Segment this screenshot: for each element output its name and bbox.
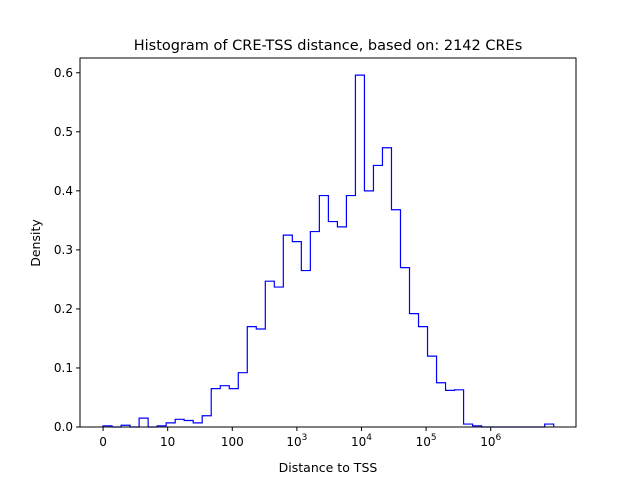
y-axis-ticks: 0.0 0.1 0.2 0.3 0.4 0.5 0.6	[54, 66, 80, 434]
histogram-bin	[274, 287, 283, 427]
x-tick-label: 0	[99, 435, 107, 449]
histogram-bin	[220, 386, 229, 427]
histogram-bin	[265, 281, 274, 427]
histogram-bin	[310, 232, 319, 427]
histogram-step-line	[102, 74, 555, 428]
x-tick-label: 105	[416, 433, 437, 449]
y-tick-label: 0.5	[54, 125, 73, 139]
histogram-bin	[455, 390, 464, 427]
histogram-bin	[319, 196, 328, 427]
histogram-bin	[301, 271, 310, 427]
histogram-bin	[202, 416, 211, 427]
histogram-bin	[211, 389, 220, 427]
x-tick-label: 100	[221, 435, 244, 449]
histogram-bin	[364, 191, 373, 427]
histogram-bin	[410, 314, 419, 427]
x-axis-ticks: 0 10 100 103 104 105 106	[99, 427, 501, 449]
y-axis-label: Density	[28, 219, 43, 267]
histogram-bin	[346, 196, 355, 427]
y-tick-label: 0.3	[54, 243, 73, 257]
histogram-bin	[419, 327, 428, 427]
histogram-bin	[238, 373, 247, 427]
x-tick-label: 104	[351, 433, 372, 449]
histogram-bin	[391, 210, 400, 427]
histogram-bin	[139, 418, 148, 427]
x-axis-label: Distance to TSS	[279, 460, 378, 475]
histogram-bin	[193, 423, 202, 427]
plot-area	[102, 74, 555, 428]
histogram-bin	[166, 423, 175, 427]
histogram-bin	[292, 242, 301, 427]
histogram-bin	[373, 165, 382, 427]
chart-title: Histogram of CRE-TSS distance, based on:…	[134, 38, 523, 54]
plot-frame	[79, 57, 577, 428]
y-tick-label: 0.6	[54, 66, 73, 80]
histogram-bin	[184, 421, 193, 427]
y-tick-label: 0.1	[54, 361, 73, 375]
x-tick-label: 103	[286, 433, 307, 449]
histogram-bin	[229, 389, 238, 427]
histogram-bin	[328, 222, 337, 427]
histogram-bin	[247, 327, 256, 427]
histogram-bin	[355, 75, 364, 427]
histogram-bin	[446, 390, 455, 427]
x-tick-label: 106	[480, 433, 501, 449]
y-tick-label: 0.0	[54, 420, 73, 434]
histogram-bin	[382, 148, 391, 427]
y-tick-label: 0.2	[54, 302, 73, 316]
histogram-bin	[283, 235, 292, 427]
histogram-bin	[175, 419, 184, 427]
y-tick-label: 0.4	[54, 184, 73, 198]
histogram-bin	[437, 383, 446, 427]
histogram-bin	[337, 227, 346, 427]
histogram-bin	[400, 268, 409, 427]
histogram-bin	[256, 329, 265, 427]
histogram-bin	[428, 356, 437, 427]
x-tick-label: 10	[160, 435, 175, 449]
